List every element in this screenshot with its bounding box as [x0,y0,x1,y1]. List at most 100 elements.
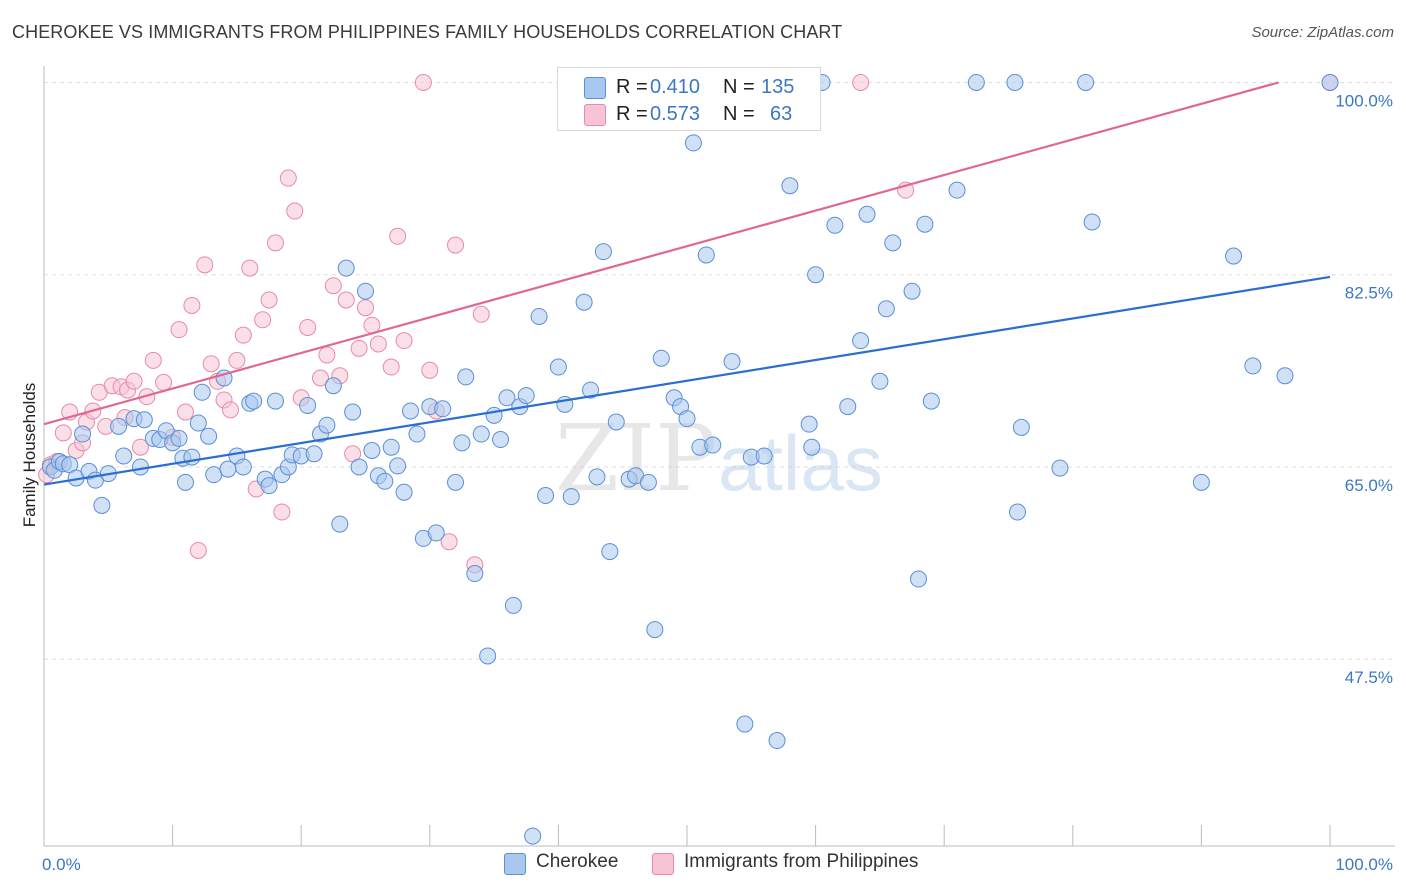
cherokee-point [318,416,336,434]
cherokee-point [800,415,818,433]
philippines-point [54,424,72,442]
cherokee-point [74,425,92,443]
bottom-legend-label: Immigrants from Philippines [684,851,919,872]
cherokee-point [408,425,426,443]
philippines-point [196,256,214,274]
cherokee-point [170,429,188,447]
cherokee-point [498,389,516,407]
cherokee-point [858,205,876,223]
cherokee-point [903,282,921,300]
philippines-point [241,259,259,277]
cherokee-point [807,266,825,284]
philippines-point [357,299,374,317]
philippines-point [234,326,252,344]
legend-n-label: N = [723,103,755,125]
cherokee-point [736,715,754,733]
philippines-point [337,291,355,309]
cherokee-point [948,181,966,199]
legend-n-value: 63 [770,103,793,125]
cherokee-point [245,392,263,410]
cherokee-point [607,413,625,431]
cherokee-point [200,427,218,445]
cherokee-point [1006,73,1024,91]
cherokee-point [434,400,452,418]
cherokee-point [768,732,786,750]
legend-n-value: 135 [761,76,795,98]
tick-labels: 47.5% 65.0% 82.5% 100.0% 0.0% 100.0% [42,91,1393,874]
philippines-point [260,291,278,309]
philippines-point [414,73,432,91]
philippines-point [299,318,317,336]
philippines-point [266,234,284,252]
cherokee-point [466,565,484,583]
cherokee-point [1321,73,1339,91]
cherokee-point [803,438,821,456]
cherokee-point [382,438,400,456]
philippines-point [421,361,439,379]
cherokee-point [916,215,934,233]
cherokee-point [363,442,381,460]
cherokee-point [530,307,548,325]
y-tick-label: 47.5% [1345,668,1393,687]
axes [43,66,1395,847]
cherokee-point [517,387,535,405]
cherokee-point [1244,357,1262,375]
philippines-point [176,403,194,421]
cherokee-point [234,458,252,476]
grid-lines [44,81,1395,660]
cherokee-point [427,524,445,542]
cherokee-point [871,372,889,390]
series-cherokee-points [41,73,1339,845]
cherokee-point [594,243,612,261]
cherokee-point [344,403,362,421]
cherokee-point [402,402,420,420]
cherokee-point [562,488,580,506]
cherokee-point [826,216,844,234]
cherokee-point [678,410,696,428]
cherokee-point [176,473,194,491]
cherokee-point [389,457,407,475]
cherokee-point [684,134,702,152]
cherokee-point [395,483,413,501]
cherokee-trend-line [43,275,1331,486]
cherokee-point [524,827,542,845]
source-label: Source: ZipAtlas.com [1251,24,1394,41]
cherokee-point [492,431,510,449]
cherokee-point [504,596,522,614]
legend-row-cherokee: R = 0.410 N = 135 [558,74,820,100]
legend-r-label: R = [616,103,648,125]
cherokee-point [376,472,394,490]
philippines-point [350,339,368,357]
cherokee-point [877,300,895,318]
cherokee-point [453,434,471,452]
cherokee-point [588,468,606,486]
cherokee-point [305,445,323,463]
bottom-legend-label: Cherokee [536,851,619,872]
philippines-point [144,351,162,369]
cherokee-point [1192,473,1210,491]
chart-title: CHEROKEE VS IMMIGRANTS FROM PHILIPPINES … [12,22,843,42]
cherokee-point [135,411,153,429]
cherokee-point [1083,213,1101,231]
philippines-point [369,335,387,353]
philippines-point [447,236,465,254]
cherokee-point [652,349,670,367]
cherokee-point [723,353,741,371]
y-tick-label: 65.0% [1345,476,1393,495]
philippines-point [318,346,336,364]
cherokee-point [537,487,555,505]
philippines-point [395,332,413,350]
cherokee-point [639,473,657,491]
cherokee-point [582,381,600,399]
legend-swatch-cherokee [584,77,606,99]
legend-row-philippines: R = 0.573 N = 63 [558,101,820,127]
cherokee-point [457,368,475,386]
philippines-point [228,351,246,369]
cherokee-point [704,436,722,454]
cherokee-point [205,466,223,484]
philippines-point [472,305,490,323]
cherokee-point [967,73,985,91]
cherokee-point [260,477,278,495]
cherokee-point [357,282,374,300]
